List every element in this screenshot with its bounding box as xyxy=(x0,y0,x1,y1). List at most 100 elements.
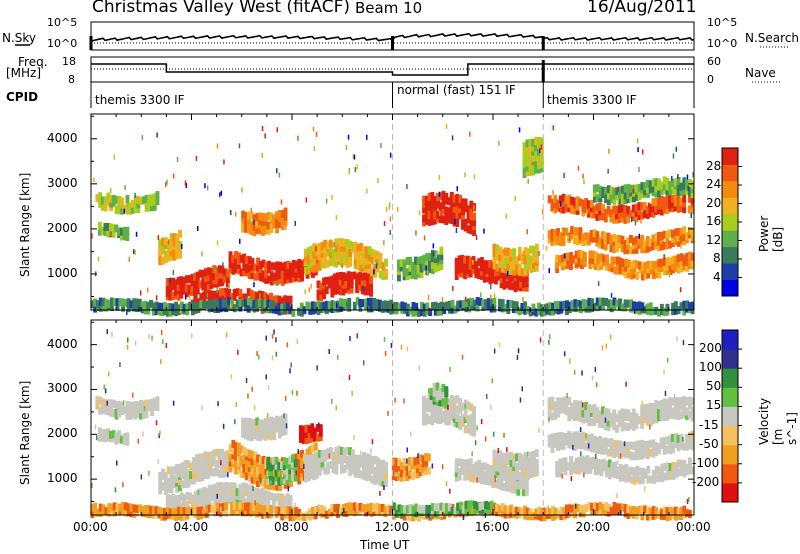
data-cell xyxy=(217,455,222,464)
data-cell xyxy=(230,299,234,308)
data-cell xyxy=(452,212,457,221)
data-cell xyxy=(572,400,577,409)
data-cell xyxy=(125,437,130,446)
data-cell xyxy=(623,413,628,422)
data-cell xyxy=(95,194,100,203)
data-cell xyxy=(633,308,636,314)
data-cell xyxy=(221,287,226,296)
data-cell xyxy=(516,274,521,283)
data-cell xyxy=(674,255,678,264)
data-cell xyxy=(648,243,653,252)
data-cell xyxy=(384,350,387,356)
data-cell xyxy=(659,231,664,240)
data-cell xyxy=(564,195,569,204)
data-cell xyxy=(157,506,162,515)
data-cell xyxy=(585,460,590,469)
data-cell xyxy=(356,262,361,271)
data-cell xyxy=(558,405,563,414)
data-cell xyxy=(552,125,555,131)
data-cell xyxy=(623,184,628,193)
data-cell xyxy=(477,460,482,468)
data-cell xyxy=(654,198,659,206)
data-cell xyxy=(163,472,168,480)
data-cell xyxy=(125,200,130,209)
data-cell xyxy=(169,243,174,252)
data-cell xyxy=(561,432,566,441)
data-cell xyxy=(236,442,241,451)
data-cell xyxy=(163,486,168,495)
data-cell xyxy=(592,184,597,193)
data-cell xyxy=(378,299,382,308)
data-cell xyxy=(480,263,484,272)
data-cell xyxy=(128,202,133,211)
data-cell xyxy=(232,501,237,510)
data-cell xyxy=(367,465,372,474)
data-cell xyxy=(394,505,399,514)
data-cell xyxy=(601,504,606,512)
data-cell xyxy=(249,211,254,220)
data-cell xyxy=(330,508,335,517)
data-cell xyxy=(461,509,466,518)
data-cell xyxy=(252,487,257,496)
data-cell xyxy=(337,253,342,262)
data-cell xyxy=(136,409,141,418)
data-cell xyxy=(397,458,402,467)
freq-tick-low: 8 xyxy=(68,73,75,86)
data-cell xyxy=(359,459,364,468)
data-cell xyxy=(405,462,410,471)
data-cell xyxy=(275,225,279,234)
data-cell xyxy=(449,409,454,418)
data-cell xyxy=(244,417,248,426)
data-cell xyxy=(620,419,625,427)
data-cell xyxy=(547,439,552,448)
data-cell xyxy=(110,303,114,312)
data-cell xyxy=(529,259,534,268)
data-cell xyxy=(179,276,184,285)
data-cell xyxy=(224,487,229,496)
data-cell xyxy=(294,220,296,226)
data-cell xyxy=(425,307,430,316)
data-cell xyxy=(253,471,258,480)
data-cell xyxy=(300,268,304,277)
data-cell xyxy=(441,464,444,470)
data-cell xyxy=(244,299,248,308)
data-cell xyxy=(206,185,209,191)
data-cell xyxy=(571,461,576,470)
data-cell xyxy=(623,191,628,200)
data-cell xyxy=(626,195,631,204)
data-cell xyxy=(220,448,225,457)
data-cell xyxy=(517,459,522,468)
data-cell xyxy=(134,249,136,255)
data-cell xyxy=(174,279,178,288)
data-cell xyxy=(278,483,282,492)
data-cell xyxy=(464,298,469,307)
data-cell xyxy=(121,501,125,510)
data-cell xyxy=(687,441,692,450)
data-cell xyxy=(389,306,394,315)
data-cell xyxy=(569,467,573,476)
data-cell xyxy=(486,501,491,510)
data-cell xyxy=(309,264,314,273)
data-cell xyxy=(230,507,234,516)
data-cell xyxy=(256,351,258,356)
data-cell xyxy=(315,252,319,261)
data-cell xyxy=(427,207,432,216)
data-cell xyxy=(425,302,430,311)
data-cell xyxy=(648,507,653,516)
data-cell xyxy=(522,142,527,151)
data-cell xyxy=(659,303,664,312)
data-cell xyxy=(461,414,465,423)
data-cell xyxy=(550,198,555,207)
data-cell xyxy=(659,408,664,417)
data-cell xyxy=(394,302,399,310)
data-cell xyxy=(97,256,100,262)
data-cell xyxy=(416,456,420,465)
data-cell xyxy=(532,461,536,470)
data-cell xyxy=(392,475,394,481)
data-cell xyxy=(466,401,471,410)
data-cell xyxy=(657,243,661,252)
data-cell xyxy=(265,374,267,380)
data-cell xyxy=(592,440,597,449)
data-cell xyxy=(98,396,103,405)
data-cell xyxy=(523,468,528,477)
